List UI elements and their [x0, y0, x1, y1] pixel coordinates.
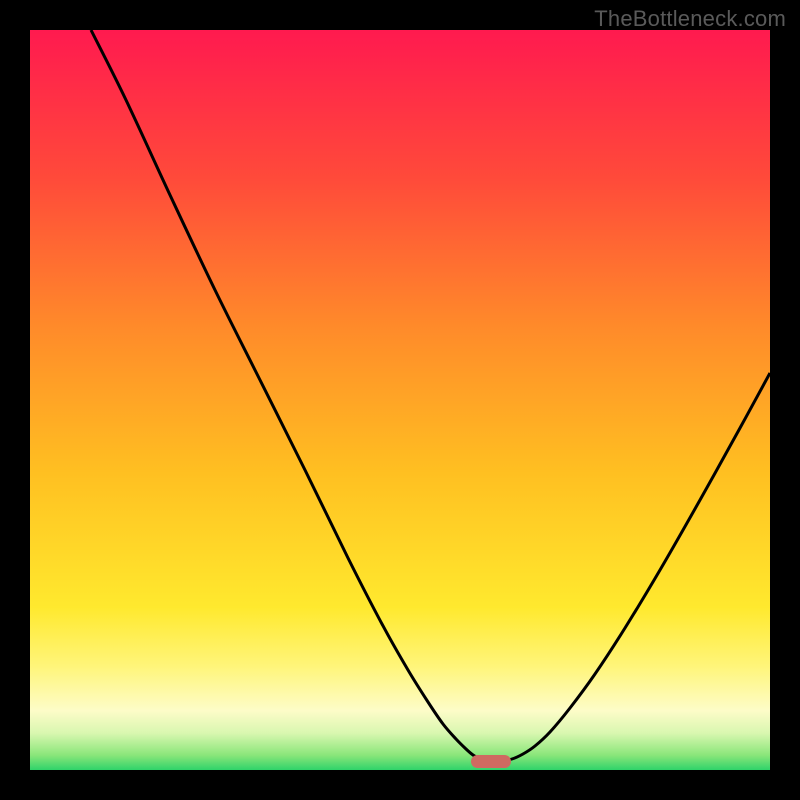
curve-layer [30, 30, 770, 770]
watermark-text: TheBottleneck.com [594, 6, 786, 32]
bottleneck-curve [91, 30, 770, 761]
plot-area [30, 30, 770, 770]
chart-frame: TheBottleneck.com [0, 0, 800, 800]
minimum-marker [471, 755, 511, 768]
